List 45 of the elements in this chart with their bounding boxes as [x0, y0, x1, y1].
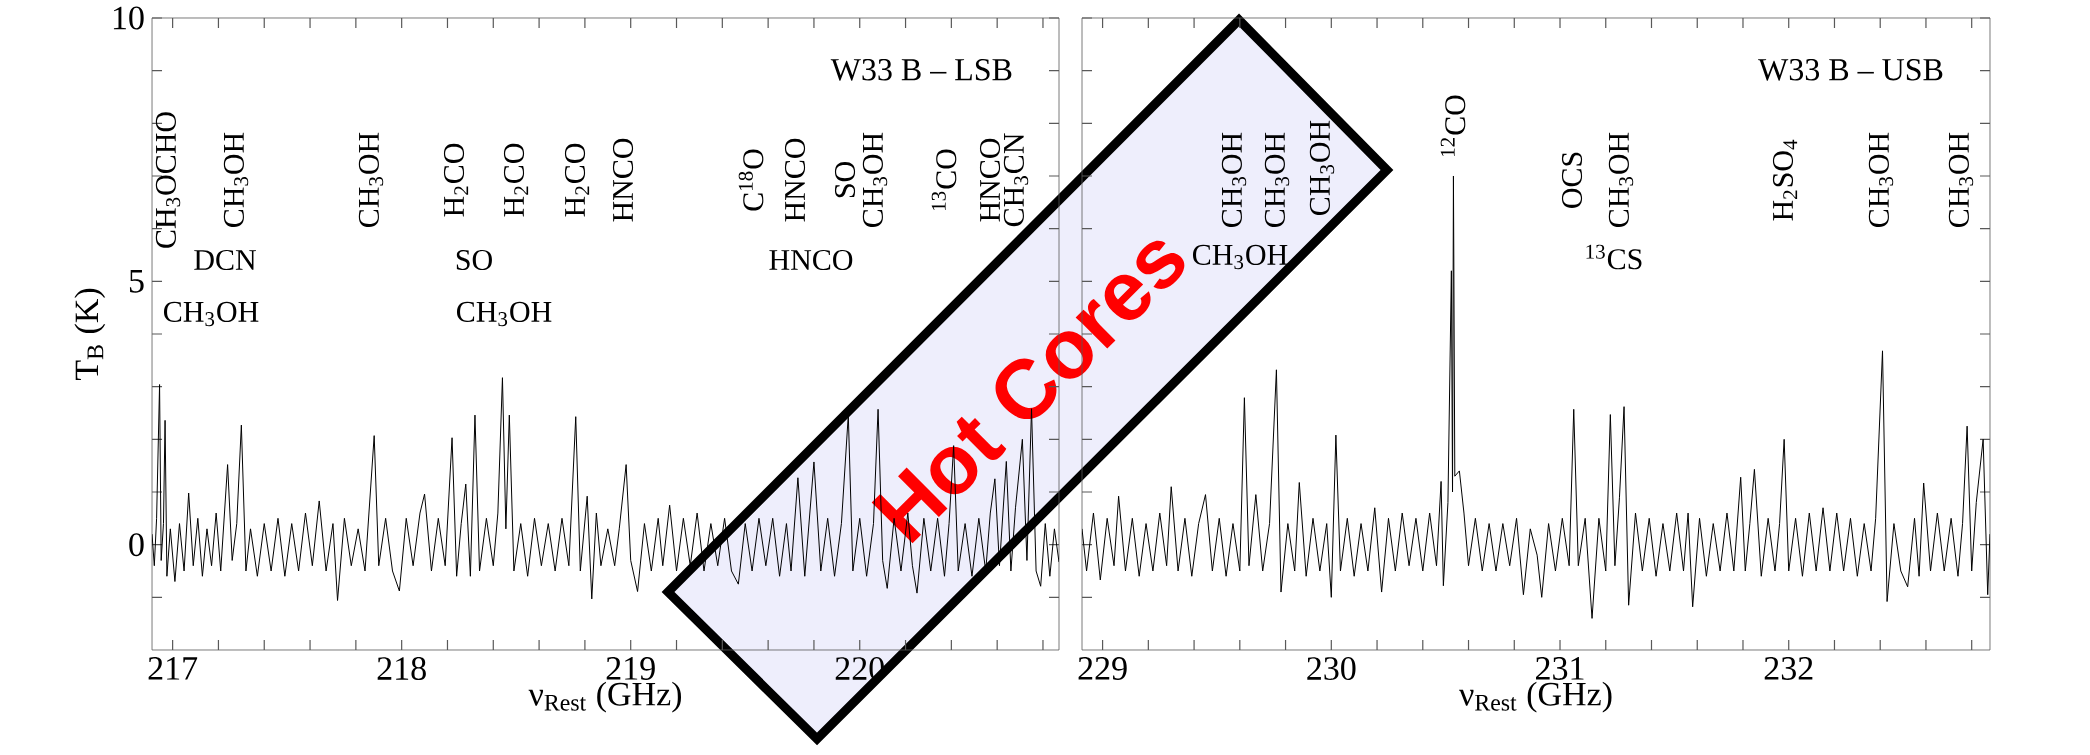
annotation: SO: [834, 162, 856, 198]
annotation: SO: [456, 249, 492, 271]
x-tick-label: 230: [1307, 657, 1356, 681]
annotation: CH$_{3}$OH: [1309, 120, 1335, 216]
annotation: CH$_{3}$OH: [456, 301, 552, 327]
annotation: CH$_{3}$OH: [1221, 132, 1247, 228]
annotation: CH$_{3}$OH: [163, 301, 259, 327]
text: W33 B – USB: [1758, 59, 1943, 81]
annotation: CH$_{3}$OH: [862, 132, 888, 228]
annotation: CH$_{3}$CN: [1003, 133, 1029, 227]
y-tick-label: 10: [113, 6, 144, 30]
annotation: CH$_{3}$OH: [223, 132, 249, 228]
annotation: C$^{18}$O: [738, 149, 764, 211]
y-tick-label: 0: [129, 533, 144, 557]
annotation: H$_{2}$CO: [564, 143, 590, 217]
annotation: CH$_{3}$OH: [1608, 132, 1634, 228]
annotation: HNCO: [979, 138, 1001, 222]
annotation: HNCO: [784, 138, 806, 222]
x-tick-label: 217: [148, 657, 198, 680]
annotation: $^{13}$CS: [1586, 244, 1642, 270]
annotation: $^{12}$CO: [1440, 95, 1466, 156]
annotation: CH$_{3}$OH: [1948, 132, 1974, 228]
annotation: H$_{2}$CO: [503, 143, 529, 217]
annotation: HNCO: [769, 249, 853, 271]
annotation: CH$_{3}$OH: [358, 132, 384, 228]
annotation: $^{13}$CO: [931, 149, 957, 210]
x-axis-title: ν$_{Rest}$ (GHz): [528, 681, 682, 713]
annotation: H$_{2}$SO$_{4}$: [1772, 139, 1798, 221]
x-tick-label: 218: [377, 657, 426, 681]
x-tick-label: 219: [606, 657, 655, 680]
annotation: HNCO: [612, 138, 634, 222]
annotation: CH$_{3}$OH: [1264, 132, 1290, 228]
annotation: CH$_{3}$OH: [1192, 244, 1288, 270]
annotation: H$_{2}$CO: [443, 143, 469, 217]
x-tick-label: 232: [1764, 657, 1813, 680]
x-tick-label: 229: [1078, 657, 1127, 680]
annotation: CH$_{3}$OCHO: [155, 112, 181, 248]
x-tick-label: 231: [1536, 657, 1584, 680]
y-axis-title: T$_{B}$ (K): [74, 288, 106, 381]
y-tick-label: 5: [129, 270, 144, 293]
annotation: OCS: [1561, 152, 1583, 208]
annotation: DCN: [194, 249, 256, 271]
x-axis-title: ν$_{Rest}$ (GHz): [1459, 681, 1612, 713]
text: W33 B – LSB: [830, 59, 1012, 81]
annotation: CH$_{3}$OH: [1868, 132, 1894, 228]
